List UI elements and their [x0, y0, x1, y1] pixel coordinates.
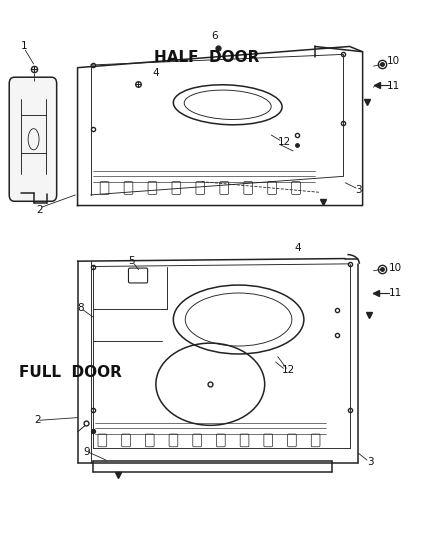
Text: 12: 12	[282, 365, 295, 375]
Text: 6: 6	[212, 31, 218, 41]
Text: 8: 8	[77, 303, 84, 313]
FancyBboxPatch shape	[9, 77, 57, 201]
Text: HALF  DOOR: HALF DOOR	[154, 50, 259, 64]
Text: 3: 3	[367, 457, 374, 466]
Text: 2: 2	[34, 415, 41, 425]
Text: 9: 9	[83, 447, 89, 457]
Text: 12: 12	[278, 137, 291, 147]
Text: 4: 4	[294, 243, 300, 253]
Text: 4: 4	[152, 68, 159, 78]
Text: 3: 3	[355, 184, 362, 195]
Text: FULL  DOOR: FULL DOOR	[19, 365, 122, 380]
Text: 5: 5	[129, 256, 135, 266]
Text: 10: 10	[389, 263, 402, 272]
Text: 1: 1	[21, 42, 27, 52]
Text: 2: 2	[36, 205, 43, 215]
Text: 10: 10	[386, 56, 399, 66]
Text: 11: 11	[389, 288, 402, 298]
Text: 11: 11	[386, 81, 400, 91]
